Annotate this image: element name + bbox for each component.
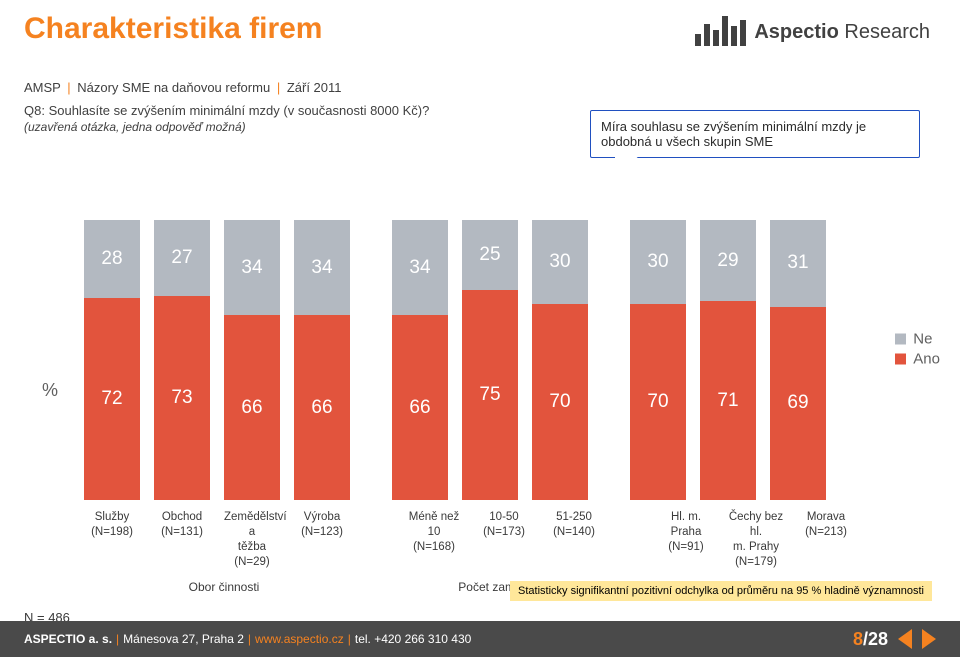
prev-page-icon[interactable]: [898, 629, 912, 649]
next-page-icon[interactable]: [922, 629, 936, 649]
x-axis-label: Služby(N=198): [84, 510, 140, 570]
footer-url[interactable]: www.aspectio.cz: [255, 632, 344, 646]
bar: 2575: [462, 220, 518, 500]
bar-group: 346625753070: [392, 220, 588, 500]
bar: 3169: [770, 220, 826, 500]
significance-note: Statisticky signifikantní pozitivní odch…: [510, 581, 932, 601]
logo: Aspectio Research: [695, 14, 930, 46]
bar-group: 307029713169: [630, 220, 826, 500]
bar: 2872: [84, 220, 140, 500]
bar: 2773: [154, 220, 210, 500]
x-axis-label: 10-50 (N=173): [476, 510, 532, 570]
bar-group: 2872277334663466: [84, 220, 350, 500]
bar: 3070: [532, 220, 588, 500]
bar-segment-yes: 71: [700, 301, 756, 500]
bar: 2971: [700, 220, 756, 500]
stacked-bar-chart: 2872277334663466346625753070307029713169…: [84, 220, 936, 500]
bar-segment-no: 30: [532, 220, 588, 304]
footer-tel: tel. +420 266 310 430: [355, 632, 471, 646]
bar: 3466: [392, 220, 448, 500]
callout-box: Míra souhlasu se zvýšením minimální mzdy…: [590, 110, 920, 158]
bar-segment-no: 25: [462, 220, 518, 290]
breadcrumb-item: AMSP: [24, 80, 61, 95]
bar: 3466: [224, 220, 280, 500]
legend-label: Ano: [913, 350, 940, 367]
x-axis-label: Zemědělství atěžba (N=29): [224, 510, 280, 570]
callout-text: Míra souhlasu se zvýšením minimální mzdy…: [601, 119, 866, 149]
bar: 3466: [294, 220, 350, 500]
logo-text: Aspectio Research: [754, 21, 930, 46]
legend-item: Ne: [895, 330, 940, 347]
x-axis-label: Výroba(N=123): [294, 510, 350, 570]
bar-segment-yes: 70: [630, 304, 686, 500]
bar-segment-no: 34: [392, 220, 448, 315]
logo-bars-icon: [695, 14, 746, 46]
x-axis-labels: Služby(N=198)Obchod(N=131)Zemědělství at…: [84, 510, 936, 570]
x-axis-label: Obchod(N=131): [154, 510, 210, 570]
x-axis-label: Čechy bez hl.m. Prahy(N=179): [728, 510, 784, 570]
bar-segment-no: 29: [700, 220, 756, 301]
x-axis-label: Méně než 10(N=168): [406, 510, 462, 570]
breadcrumb-item: Názory SME na daňovou reformu: [77, 80, 270, 95]
x-axis-label: Hl. m. Praha(N=91): [658, 510, 714, 570]
page-number: 8/28: [853, 629, 888, 650]
legend-label: Ne: [913, 330, 932, 347]
bar-segment-yes: 73: [154, 296, 210, 500]
legend: Ne Ano: [895, 327, 940, 370]
bar-segment-yes: 72: [84, 298, 140, 500]
bar-segment-no: 27: [154, 220, 210, 296]
bar-segment-yes: 70: [532, 304, 588, 500]
breadcrumb: AMSP | Názory SME na daňovou reformu | Z…: [24, 80, 936, 95]
percent-symbol: %: [42, 380, 58, 401]
group-header: Obor činnosti: [84, 578, 364, 594]
legend-swatch-icon: [895, 353, 906, 364]
legend-item: Ano: [895, 350, 940, 367]
bar: 3070: [630, 220, 686, 500]
y-axis: %: [24, 220, 84, 500]
bar-segment-yes: 66: [392, 315, 448, 500]
breadcrumb-item: Září 2011: [287, 80, 342, 95]
bar-segment-no: 31: [770, 220, 826, 307]
footer-bar: ASPECTIO a. s. | Mánesova 27, Praha 2 | …: [0, 621, 960, 657]
bar-segment-no: 34: [224, 220, 280, 315]
bar-segment-yes: 66: [224, 315, 280, 500]
bar-segment-yes: 66: [294, 315, 350, 500]
x-axis-label: Morava(N=213): [798, 510, 854, 570]
bar-segment-no: 34: [294, 220, 350, 315]
footer-address: Mánesova 27, Praha 2: [123, 632, 244, 646]
x-axis-label: 51-250(N=140): [546, 510, 602, 570]
bar-segment-yes: 75: [462, 290, 518, 500]
footer-company: ASPECTIO a. s.: [24, 632, 112, 646]
bar-segment-no: 28: [84, 220, 140, 298]
bar-segment-yes: 69: [770, 307, 826, 500]
bar-segment-no: 30: [630, 220, 686, 304]
legend-swatch-icon: [895, 333, 906, 344]
